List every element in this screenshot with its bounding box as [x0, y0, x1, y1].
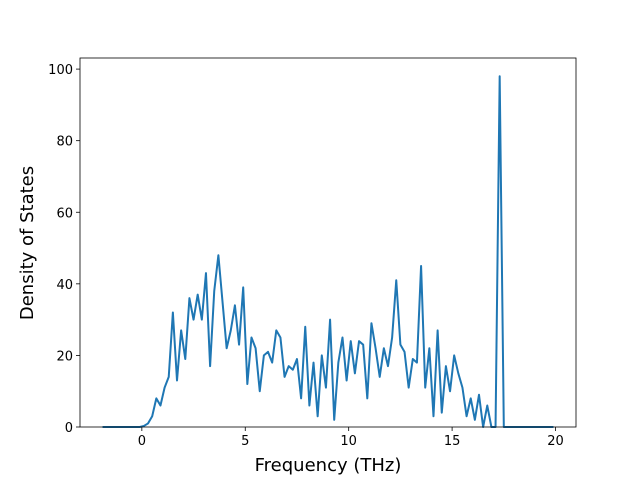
y-tick-label: 80: [56, 135, 73, 150]
y-axis-label: Density of States: [17, 166, 38, 320]
line-series: [102, 75, 554, 428]
x-tick-label: 0: [138, 434, 146, 449]
y-tick-label: 60: [56, 206, 73, 221]
y-tick-label: 40: [56, 278, 73, 293]
x-tick-label: 15: [444, 434, 461, 449]
x-tick-label: 5: [241, 434, 249, 449]
x-tick-label: 20: [547, 434, 564, 449]
x-axis-label: Frequency (THz): [255, 455, 402, 476]
y-tick-label: 0: [65, 421, 73, 436]
plot-frame: [79, 57, 577, 428]
y-tick-label: 20: [56, 349, 73, 364]
y-tick-label: 100: [48, 63, 73, 78]
x-tick-label: 10: [340, 434, 357, 449]
